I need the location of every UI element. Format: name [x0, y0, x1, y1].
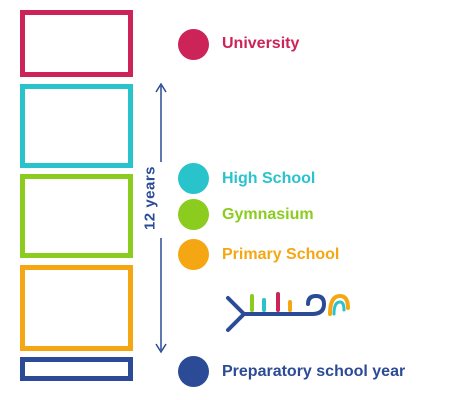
high-school-label: High School [222, 170, 316, 187]
university-box [20, 10, 133, 77]
primary-school-box [20, 265, 133, 351]
twelve-years-arrow-icon [145, 82, 175, 354]
years-span-label: 12 years [141, 165, 159, 231]
university-dot [178, 29, 209, 60]
primary-school-label: Primary School [222, 246, 340, 263]
gymnasium-dot [178, 199, 209, 230]
preparatory-year-label: Preparatory school year [222, 363, 406, 380]
gymnasium-box [20, 174, 133, 258]
preparatory-year-box [20, 357, 133, 381]
primary-school-dot [178, 239, 209, 270]
university-label: University [222, 35, 300, 52]
high-school-dot [178, 163, 209, 194]
abstract-logo-icon [226, 292, 350, 332]
gymnasium-label: Gymnasium [222, 206, 314, 223]
high-school-box [20, 84, 133, 168]
preparatory-year-dot [178, 356, 209, 387]
